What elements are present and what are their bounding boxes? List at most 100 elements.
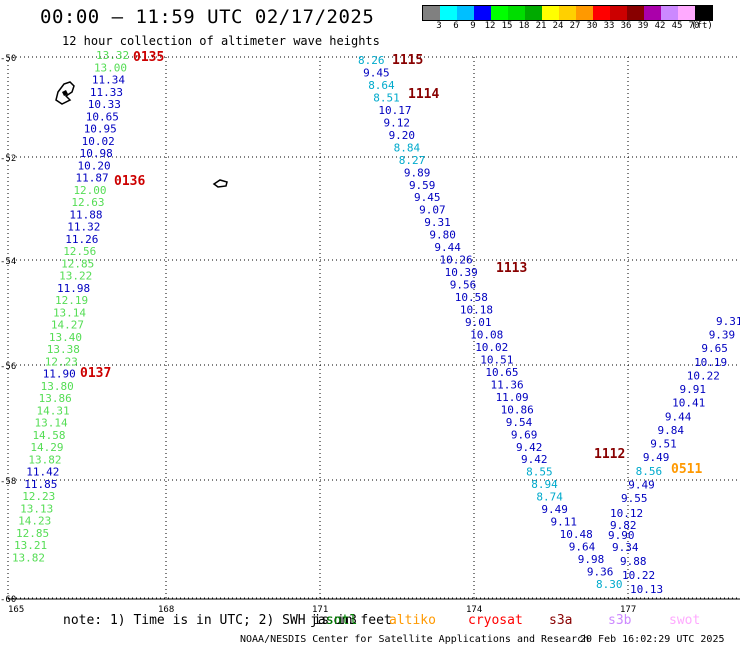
- lon-tick-label: 165: [8, 605, 24, 615]
- legend-swatch: [423, 6, 440, 20]
- satellite-jason3: jason3: [310, 613, 357, 628]
- track2-value: 9.36: [587, 566, 614, 579]
- legend-tick-label: 6: [453, 21, 459, 31]
- track1-value: 11.85: [24, 478, 57, 491]
- legend-tick-label: 12: [484, 21, 496, 31]
- track2-value: 9.80: [429, 229, 456, 242]
- legend-swatch: [593, 6, 610, 20]
- track2-value: 8.51: [373, 91, 400, 104]
- legend-tick-label: 30: [586, 21, 598, 31]
- track1-value: 14.23: [18, 515, 51, 528]
- track4-value: 10.19: [694, 356, 727, 369]
- track1-value: 13.38: [47, 343, 80, 356]
- track2-value: 9.89: [404, 166, 431, 179]
- track2-value: 8.64: [368, 79, 395, 92]
- legend-tick-label: 15: [501, 21, 513, 31]
- legend-tick-label: 9: [470, 21, 476, 31]
- track2-value: 9.07: [419, 204, 446, 217]
- track3-value: 10.22: [622, 569, 655, 582]
- track1-value: 11.34: [92, 74, 125, 87]
- track4-value: 10.41: [672, 397, 705, 410]
- legend-swatch: [525, 6, 542, 20]
- legend-tick-label: 18: [518, 21, 530, 31]
- track3-value: 9.90: [608, 529, 635, 542]
- track1-value: 10.02: [82, 135, 115, 148]
- legend-swatch: [661, 6, 678, 20]
- track2-value: 9.45: [414, 191, 441, 204]
- track1-value: 12.85: [61, 257, 94, 270]
- legend-swatch: [695, 6, 712, 20]
- track4-value: 9.91: [679, 383, 706, 396]
- track2-value: 9.54: [506, 416, 533, 429]
- lat-tick-label: -60: [0, 595, 16, 605]
- track4-value: 9.49: [643, 451, 670, 464]
- track2-value: 8.30: [596, 578, 623, 591]
- legend-tick-label: 70: [688, 21, 700, 31]
- track2-value: 10.39: [445, 266, 478, 279]
- legend-swatch: [559, 6, 576, 20]
- pass-time-label: 1113: [496, 261, 527, 276]
- track1-value: 11.88: [69, 208, 102, 221]
- track1-value: 11.90: [43, 368, 76, 381]
- track2-value: 10.58: [455, 291, 488, 304]
- track2-value: 8.84: [394, 141, 421, 154]
- legend-swatch: [542, 6, 559, 20]
- color-legend-labels: 3 6 9 12 15 18 21 24 27 30 33 36 39 42 45 70 (ft): [422, 21, 728, 33]
- lon-tick-label: 174: [466, 605, 482, 615]
- track4-value: 10.22: [687, 369, 720, 382]
- legend-tick-label: 21: [535, 21, 547, 31]
- track2-value: 10.02: [475, 341, 508, 354]
- legend-tick-label: 36: [620, 21, 632, 31]
- track1-value: 12.56: [63, 245, 96, 258]
- pass-time-label: 0137: [80, 366, 111, 381]
- track1-value: 13.14: [53, 306, 86, 319]
- legend-tick-label: 27: [569, 21, 581, 31]
- track2-value: 10.48: [560, 528, 593, 541]
- track1-value: 10.98: [80, 147, 113, 160]
- track2-value: 8.27: [399, 154, 426, 167]
- pass-time-label: 0511: [671, 462, 702, 477]
- legend-tick-label: 45: [671, 21, 683, 31]
- track2-value: 9.98: [578, 553, 605, 566]
- track2-value: 10.08: [470, 328, 503, 341]
- track1-value: 10.33: [88, 98, 121, 111]
- page-title: 00:00 – 11:59 UTC 02/17/2025: [40, 6, 375, 28]
- track1-value: 13.82: [12, 551, 45, 564]
- track2-value: 8.74: [536, 491, 563, 504]
- track4-value: 9.84: [658, 424, 685, 437]
- pass-time-label: 0136: [114, 174, 145, 189]
- satellite-s3a: s3a: [549, 613, 573, 628]
- track1-value: 11.42: [26, 466, 59, 479]
- track2-value: 9.49: [541, 503, 568, 516]
- track2-value: 11.36: [490, 378, 523, 391]
- track3-value: 9.82: [610, 519, 637, 532]
- track2-value: 10.51: [480, 353, 513, 366]
- track4-value: 9.51: [650, 438, 677, 451]
- track1-value: 13.14: [35, 417, 68, 430]
- track1-value: 12.63: [71, 196, 104, 209]
- track2-value: 8.26: [358, 54, 385, 67]
- track4-value: 9.65: [701, 342, 728, 355]
- satellite-sntl: sntl: [326, 613, 358, 628]
- track2-value: 9.42: [521, 453, 548, 466]
- legend-swatch: [610, 6, 627, 20]
- legend-tick-label: (ft): [691, 21, 713, 31]
- track1-value: 14.27: [51, 319, 84, 332]
- track1-value: 13.00: [94, 61, 127, 74]
- track3-value: 9.34: [612, 541, 639, 554]
- satellite-s3b: s3b: [608, 613, 632, 628]
- track2-value: 8.55: [526, 466, 553, 479]
- generated-timestamp: 20 Feb 16:02:29 UTC 2025: [580, 634, 725, 645]
- track2-value: 9.44: [434, 241, 461, 254]
- track1-value: 13.40: [49, 331, 82, 344]
- legend-tick-label: 33: [603, 21, 615, 31]
- track4-value: 8.56: [636, 465, 663, 478]
- track1-value: 10.20: [78, 159, 111, 172]
- lon-tick-label: 177: [620, 605, 636, 615]
- legend-swatch: [678, 6, 695, 20]
- track4-value: 9.55: [621, 492, 648, 505]
- legend-swatch: [627, 6, 644, 20]
- track2-value: 10.26: [440, 254, 473, 267]
- track1-value: 12.19: [55, 294, 88, 307]
- auckland-islands-detail: [62, 90, 68, 96]
